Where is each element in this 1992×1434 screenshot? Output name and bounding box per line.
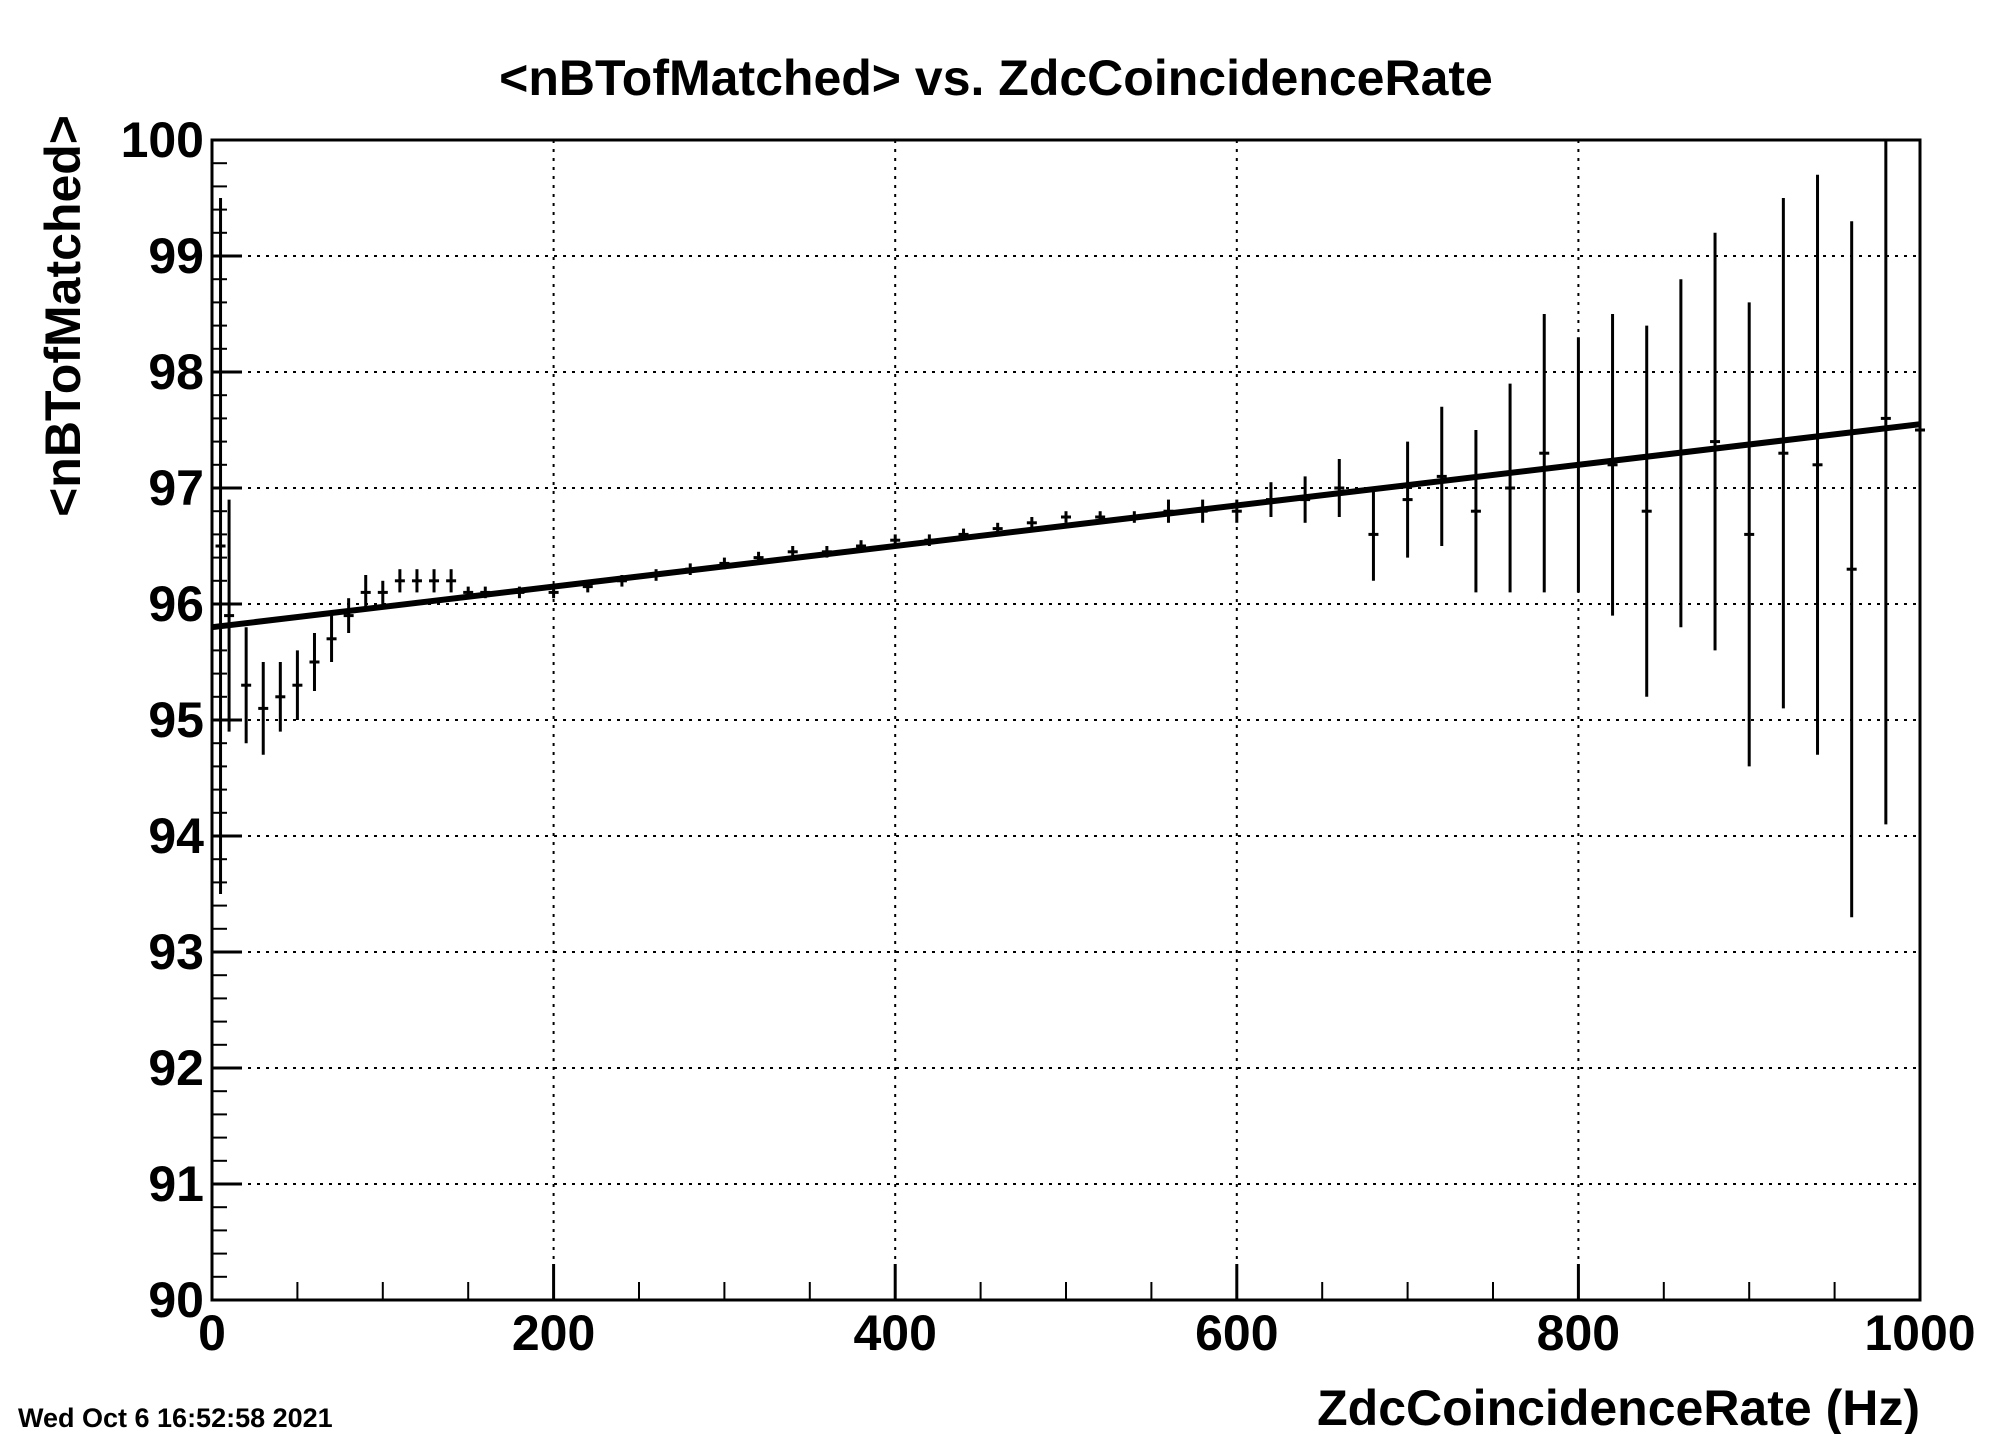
data-points-group <box>215 140 1925 918</box>
y-tick-label: 90 <box>148 1272 204 1328</box>
y-tick-label: 98 <box>148 344 204 400</box>
y-tick-label: 96 <box>148 576 204 632</box>
y-tick-label: 100 <box>121 112 204 168</box>
x-tick-label: 400 <box>853 1305 936 1361</box>
x-tick-label: 0 <box>198 1305 226 1361</box>
y-tick-label: 95 <box>148 692 204 748</box>
y-axis-title: <nBTofMatched> <box>35 115 91 517</box>
x-tick-label: 1000 <box>1864 1305 1975 1361</box>
x-axis-title: ZdcCoincidenceRate (Hz) <box>1317 1380 1920 1434</box>
fit-line <box>211 421 1921 631</box>
y-tick-label: 97 <box>148 460 204 516</box>
grid-lines <box>212 140 1920 1300</box>
y-tick-label: 93 <box>148 924 204 980</box>
y-tick-label: 91 <box>148 1156 204 1212</box>
y-tick-label: 94 <box>148 808 204 864</box>
plot-frame <box>210 138 1922 1302</box>
fit-line-group <box>211 421 1921 631</box>
x-tick-label: 600 <box>1195 1305 1278 1361</box>
chart-title: <nBTofMatched> vs. ZdcCoincidenceRate <box>499 50 1493 106</box>
timestamp: Wed Oct 6 16:52:58 2021 <box>18 1403 333 1433</box>
y-tick-label: 99 <box>148 228 204 284</box>
x-tick-label: 800 <box>1537 1305 1620 1361</box>
y-tick-labels: 90 91 92 93 94 95 96 97 98 99 100 <box>121 112 205 1328</box>
x-tick-label: 200 <box>512 1305 595 1361</box>
x-tick-labels: 0 200 400 600 800 1000 <box>198 1305 1976 1361</box>
y-tick-label: 92 <box>148 1040 204 1096</box>
